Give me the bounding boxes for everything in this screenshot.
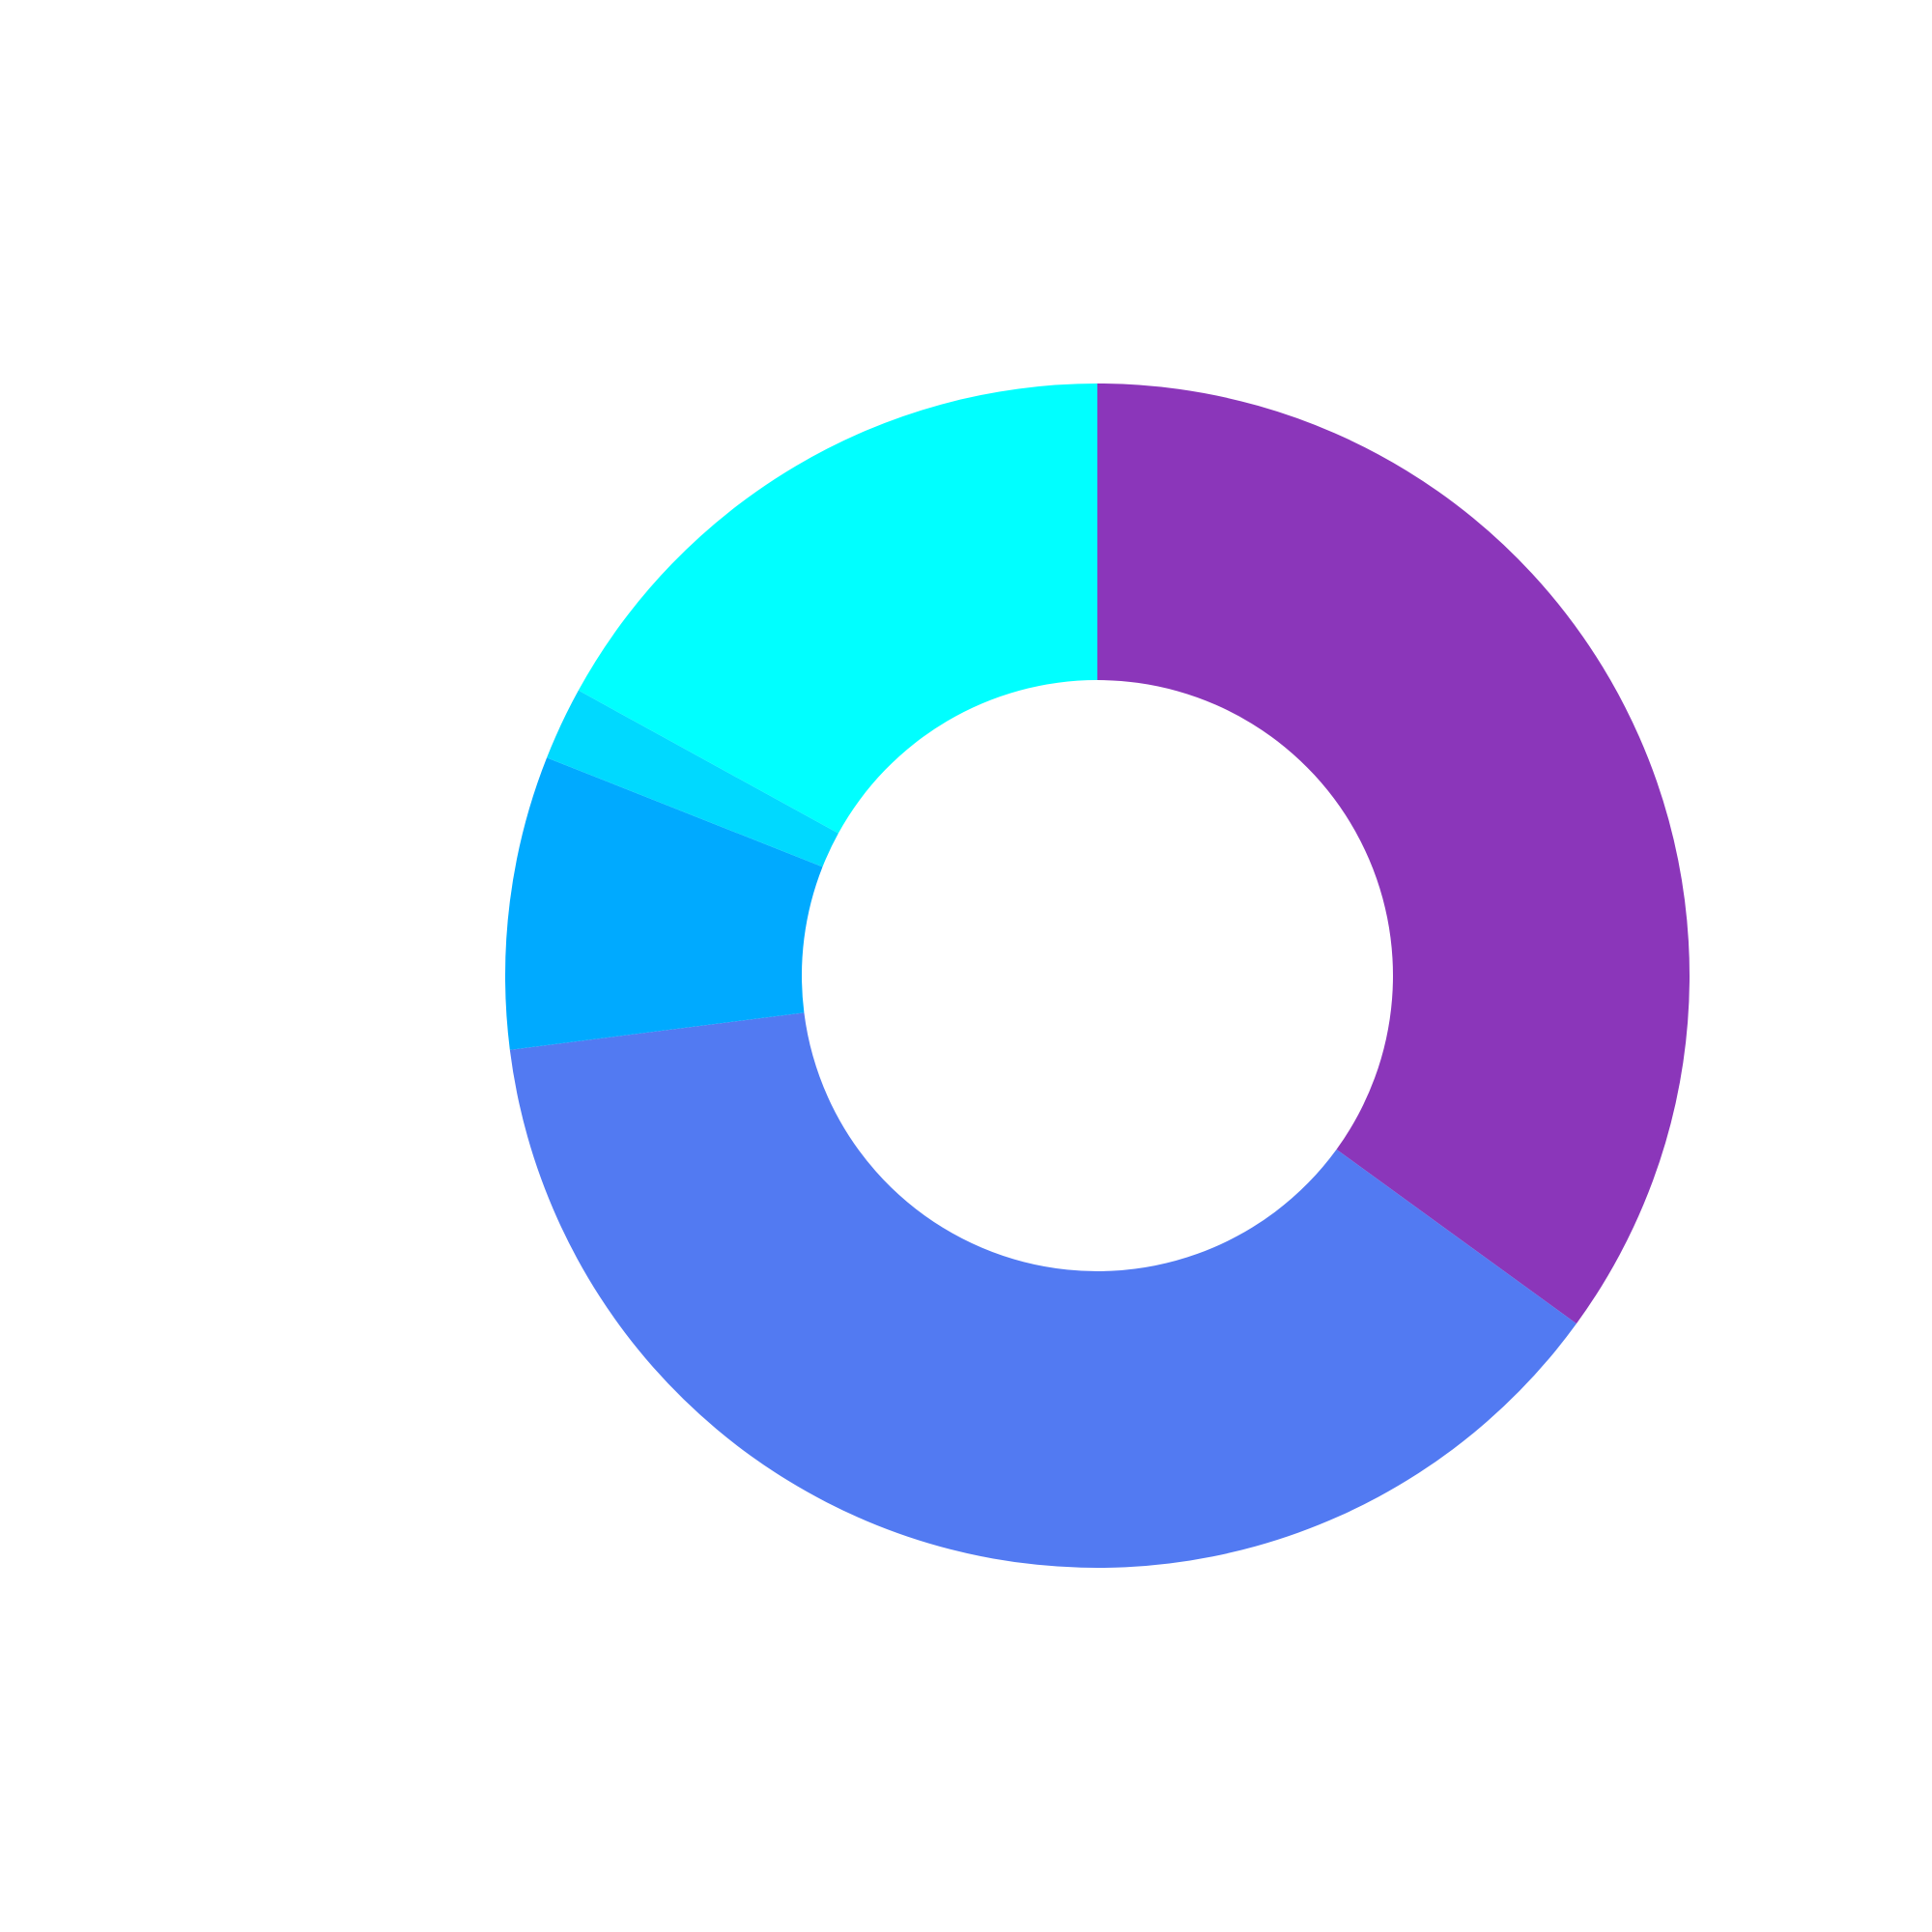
- donut-slice-1: [1097, 384, 1690, 1324]
- donut-slice-2: [509, 1012, 1577, 1568]
- donut-slice-5: [578, 383, 1097, 834]
- donut-slice-4: [547, 690, 838, 867]
- donut-slices: [505, 383, 1690, 1568]
- donut-slice-3: [505, 757, 823, 1050]
